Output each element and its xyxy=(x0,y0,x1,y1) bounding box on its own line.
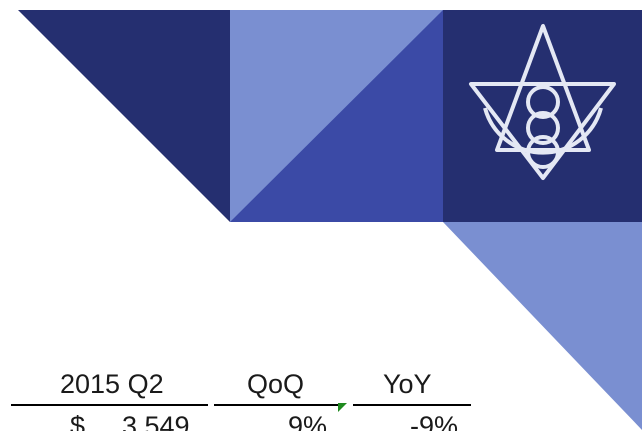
comment-indicator-icon[interactable] xyxy=(338,403,347,412)
value-amount: 3,549 xyxy=(122,411,190,431)
navy-triangle-left xyxy=(18,10,230,222)
value-qoq: 9% xyxy=(288,411,328,431)
header-2015-q2: 2015 Q2 xyxy=(60,369,164,399)
header-underline-period xyxy=(11,404,208,406)
header-underline-qoq xyxy=(214,404,338,406)
header-qoq: QoQ xyxy=(247,369,305,399)
header-underline-yoy xyxy=(353,404,471,406)
royal-triangle xyxy=(230,10,443,222)
periwinkle-triangle-right xyxy=(443,222,642,431)
header-yoy: YoY xyxy=(383,369,432,399)
value-yoy: -9% xyxy=(410,411,459,431)
value-currency: $ xyxy=(70,411,86,431)
star-of-david-logo-icon xyxy=(469,24,616,180)
